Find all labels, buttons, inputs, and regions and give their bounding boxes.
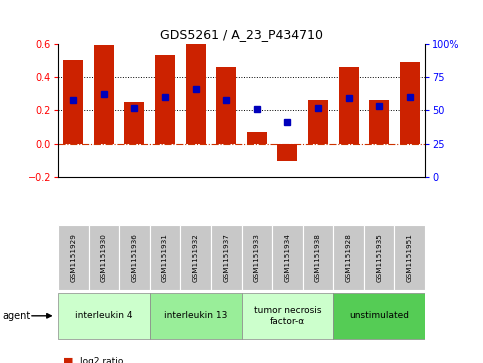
Text: unstimulated: unstimulated bbox=[349, 311, 409, 320]
Bar bbox=[180, 225, 211, 290]
Bar bbox=[272, 225, 303, 290]
Bar bbox=[247, 132, 267, 144]
Bar bbox=[333, 225, 364, 290]
Bar bbox=[150, 225, 180, 290]
Bar bbox=[94, 45, 114, 144]
Bar bbox=[155, 55, 175, 144]
Text: GSM1151934: GSM1151934 bbox=[284, 233, 290, 282]
Text: log2 ratio: log2 ratio bbox=[80, 357, 123, 363]
Text: interleukin 4: interleukin 4 bbox=[75, 311, 133, 320]
Bar bbox=[185, 44, 206, 144]
Bar bbox=[242, 225, 272, 290]
Bar bbox=[88, 225, 119, 290]
Bar bbox=[395, 225, 425, 290]
Text: GSM1151928: GSM1151928 bbox=[345, 233, 352, 282]
Bar bbox=[364, 225, 395, 290]
Text: ■: ■ bbox=[63, 356, 73, 363]
Bar bbox=[303, 225, 333, 290]
Bar bbox=[119, 225, 150, 290]
Text: GSM1151931: GSM1151931 bbox=[162, 233, 168, 282]
Bar bbox=[333, 293, 425, 339]
Bar bbox=[216, 67, 236, 144]
Text: GSM1151937: GSM1151937 bbox=[223, 233, 229, 282]
Bar bbox=[150, 293, 242, 339]
Bar bbox=[400, 62, 420, 144]
Text: GSM1151936: GSM1151936 bbox=[131, 233, 138, 282]
Text: interleukin 13: interleukin 13 bbox=[164, 311, 227, 320]
Bar bbox=[58, 293, 150, 339]
Bar bbox=[339, 67, 358, 144]
Bar bbox=[63, 60, 83, 144]
Text: tumor necrosis
factor-α: tumor necrosis factor-α bbox=[254, 306, 321, 326]
Bar bbox=[242, 293, 333, 339]
Text: GSM1151930: GSM1151930 bbox=[101, 233, 107, 282]
Text: GSM1151929: GSM1151929 bbox=[70, 233, 76, 282]
Text: GSM1151951: GSM1151951 bbox=[407, 233, 413, 282]
Bar bbox=[58, 225, 88, 290]
Bar bbox=[125, 102, 144, 144]
Bar bbox=[369, 101, 389, 144]
Text: GSM1151938: GSM1151938 bbox=[315, 233, 321, 282]
Title: GDS5261 / A_23_P434710: GDS5261 / A_23_P434710 bbox=[160, 28, 323, 41]
Text: GSM1151932: GSM1151932 bbox=[193, 233, 199, 282]
Text: agent: agent bbox=[2, 311, 30, 321]
Text: GSM1151935: GSM1151935 bbox=[376, 233, 382, 282]
Bar bbox=[308, 101, 328, 144]
Bar bbox=[277, 144, 298, 160]
Bar bbox=[211, 225, 242, 290]
Text: GSM1151933: GSM1151933 bbox=[254, 233, 260, 282]
